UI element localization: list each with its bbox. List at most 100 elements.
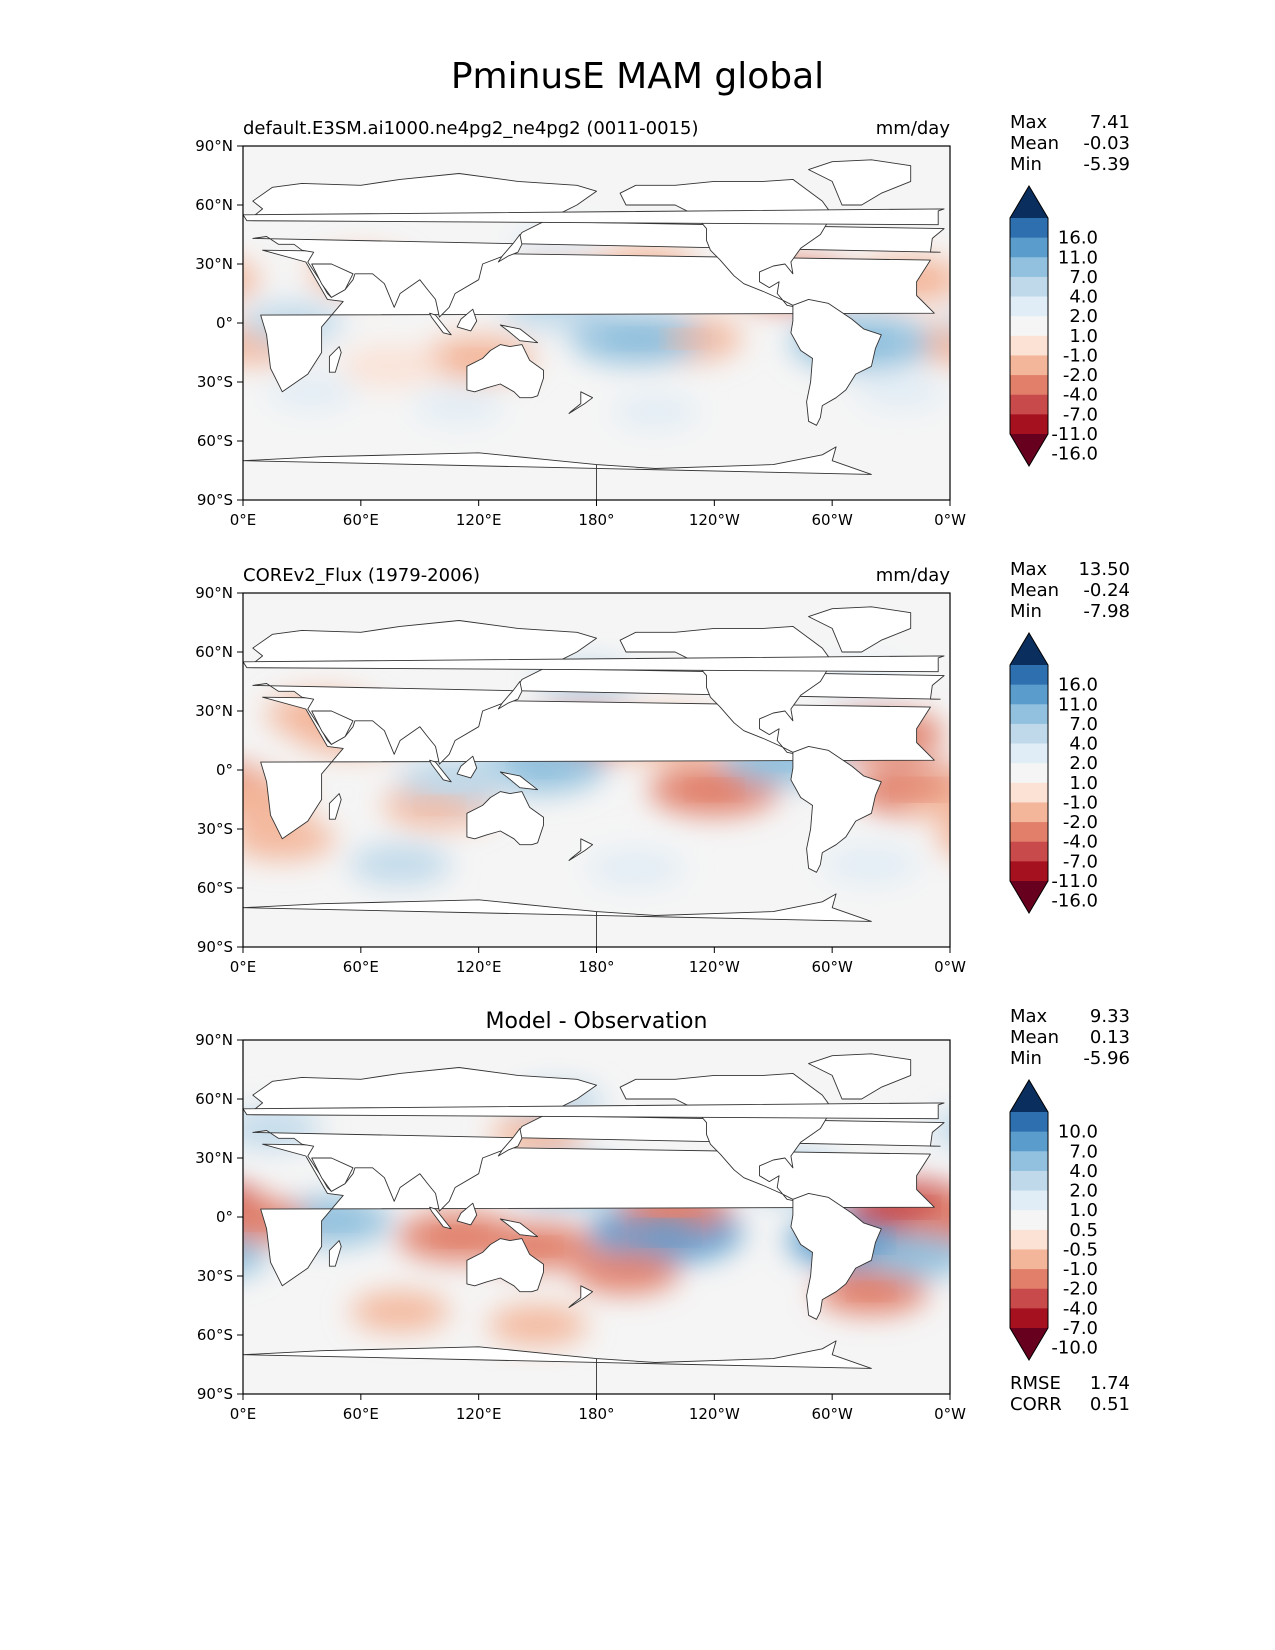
- land-new-zealand: [568, 1285, 594, 1308]
- field-core-7: [435, 1226, 483, 1247]
- field-anomaly-6: [340, 345, 441, 387]
- colorbar-tick-label: 2.0: [1069, 753, 1098, 774]
- map-area: 0°E 60°E 120°E 180° 120°W 60°W 0°W 90°N 60°N 30°N…: [195, 137, 966, 529]
- colorbar-tick-label: 7.0: [1069, 714, 1098, 735]
- x-tick-label: 0°W: [934, 958, 966, 976]
- colorbar-tick-label: -4.0: [1063, 832, 1098, 853]
- colorbar-segment: [1010, 723, 1048, 745]
- colorbar-tick-label: -10.0: [1051, 1338, 1098, 1359]
- x-tick-label: 60°W: [811, 958, 853, 976]
- colorbar-tick-label: 4.0: [1069, 734, 1098, 755]
- colorbar-extend-min: [1010, 1328, 1048, 1360]
- land-uk: [243, 655, 945, 673]
- reference-panel: COREv2_Flux (1979-2006) mm/day 0°E 60°E 120°…: [195, 559, 1130, 976]
- colorbar-tick-label: 11.0: [1058, 694, 1098, 715]
- colorbar-tick-label: 7.0: [1069, 1141, 1098, 1162]
- colorbar-segment: [1010, 296, 1048, 317]
- colorbar-segment: [1010, 355, 1048, 376]
- colorbar-segment: [1010, 316, 1048, 337]
- colorbar-segment: [1010, 335, 1048, 356]
- colorbar: 16.011.07.04.02.01.0-1.0-2.0-4.0-7.0-11.…: [1009, 632, 1098, 914]
- colorbar-tick-label: -1.0: [1063, 1259, 1098, 1280]
- colorbar-tick-label: 16.0: [1058, 675, 1098, 696]
- field-core-8: [243, 790, 275, 809]
- land-borneo: [456, 308, 478, 332]
- field-anomaly-wrap-17: [243, 1238, 267, 1275]
- colorbar-tick-label: 16.0: [1058, 228, 1098, 249]
- stat-value-mean: -0.03: [1083, 133, 1130, 154]
- colorbar-tick-label: 7.0: [1069, 267, 1098, 288]
- difference-panel: Model - Observation 0°E 60°E 120°E 180° 120°W…: [195, 1006, 1130, 1423]
- colorbar-segment: [1010, 1112, 1048, 1133]
- land-uk: [243, 208, 945, 226]
- continents: [243, 606, 945, 947]
- y-tick-label: 0°: [216, 1208, 233, 1226]
- y-tick-label: 90°S: [197, 938, 233, 956]
- x-tick-label: 0°E: [230, 1405, 257, 1423]
- colorbar-segment: [1010, 743, 1048, 764]
- y-tick-label: 30°N: [195, 1149, 233, 1167]
- land-south-america: [790, 1192, 882, 1320]
- land-antarctica: [243, 446, 872, 500]
- colorbar-segment: [1010, 782, 1048, 803]
- colorbar-extend-min: [1010, 434, 1048, 466]
- colorbar-segment: [1010, 684, 1048, 705]
- colorbar-tick-label: -1.0: [1063, 792, 1098, 813]
- stat-label-max: Max: [1010, 112, 1048, 133]
- colorbar-tick-label: -2.0: [1063, 812, 1098, 833]
- colorbar-segment: [1010, 802, 1048, 823]
- colorbar-segment: [1010, 1288, 1048, 1309]
- field-anomaly-wrap-1: [243, 263, 260, 296]
- field-core-4: [662, 329, 707, 348]
- colorbar-outline: [1009, 185, 1049, 467]
- field-anomaly-16: [611, 393, 700, 430]
- y-tick-label: 90°S: [197, 491, 233, 509]
- x-tick-label: 0°W: [934, 1405, 966, 1423]
- colorbar-tick-label: 2.0: [1069, 306, 1098, 327]
- colorbar-segment: [1010, 763, 1048, 784]
- y-tick-label: 60°S: [197, 1326, 233, 1344]
- land-antarctica: [243, 1340, 872, 1394]
- colorbar-segment: [1010, 375, 1048, 396]
- field-anomaly-15: [587, 848, 685, 889]
- colorbar-tick-label: -16.0: [1051, 891, 1098, 912]
- x-tick-label: 60°W: [811, 511, 853, 529]
- land-new-zealand: [568, 391, 594, 414]
- y-tick-label: 30°N: [195, 702, 233, 720]
- stat-label-mean: Mean: [1010, 1027, 1059, 1048]
- x-tick-label: 180°: [578, 511, 614, 529]
- colorbar-segment: [1010, 1269, 1048, 1290]
- colorbar: 16.011.07.04.02.01.0-1.0-2.0-4.0-7.0-11.…: [1009, 185, 1098, 467]
- field-anomaly-14: [350, 1291, 451, 1332]
- y-tick-label: 30°S: [197, 373, 233, 391]
- colorbar-segment: [1010, 218, 1048, 239]
- field-anomaly-15: [487, 1304, 588, 1346]
- colorbar-tick-label: -4.0: [1063, 1298, 1098, 1319]
- colorbar-tick-label: 10.0: [1058, 1122, 1098, 1143]
- colorbar-tick-label: 2.0: [1069, 1181, 1098, 1202]
- land-greenland: [808, 606, 912, 653]
- land-sumatra: [429, 759, 452, 783]
- field-core-6: [894, 778, 947, 801]
- map-area: 0°E 60°E 120°E 180° 120°W 60°W 0°W 90°N 60°N 30°N…: [195, 584, 966, 976]
- colorbar-tick-label: -4.0: [1063, 385, 1098, 406]
- x-tick-label: 0°W: [934, 511, 966, 529]
- x-tick-label: 0°E: [230, 511, 257, 529]
- field-anomaly-16: [822, 844, 921, 885]
- stat-label-mean: Mean: [1010, 580, 1059, 601]
- land-sumatra: [429, 1206, 452, 1230]
- x-tick-label: 120°W: [689, 1405, 740, 1423]
- field-anomaly-17: [856, 373, 946, 411]
- land-greenland: [808, 159, 912, 206]
- land-antarctica: [243, 893, 872, 947]
- panel-left-title: default.E3SM.ai1000.ne4pg2_ne4pg2 (0011-…: [243, 118, 698, 139]
- colorbar-segment: [1010, 414, 1048, 435]
- colorbar-tick-label: 4.0: [1069, 1161, 1098, 1182]
- field-core-9: [610, 328, 662, 350]
- land-south-america: [790, 298, 882, 426]
- x-tick-label: 60°E: [343, 511, 379, 529]
- x-tick-label: 120°W: [689, 958, 740, 976]
- land-new-guinea: [499, 771, 539, 791]
- colorbar-segment: [1010, 1131, 1048, 1152]
